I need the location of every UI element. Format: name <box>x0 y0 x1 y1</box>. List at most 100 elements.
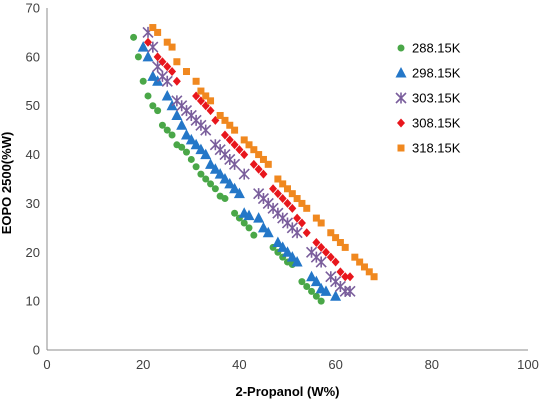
data-point <box>245 141 253 149</box>
legend-item: 288.15K <box>397 41 461 56</box>
data-point <box>134 53 142 61</box>
legend-label: 298.15K <box>412 66 461 81</box>
data-point <box>144 37 153 47</box>
data-point <box>306 270 318 282</box>
data-point <box>341 272 350 282</box>
data-point <box>220 130 229 140</box>
data-point <box>192 77 200 85</box>
data-point <box>163 126 171 134</box>
data-point <box>250 231 258 239</box>
data-point <box>288 203 297 213</box>
data-point <box>137 41 149 52</box>
data-point <box>283 198 292 208</box>
legend-marker <box>395 92 407 104</box>
data-point <box>200 148 212 160</box>
data-point <box>168 43 176 51</box>
data-point <box>238 168 250 180</box>
data-point <box>297 218 306 228</box>
data-point <box>149 102 157 110</box>
data-point <box>163 38 171 46</box>
data-point <box>317 297 325 305</box>
data-point <box>336 267 345 277</box>
data-point <box>272 236 284 248</box>
data-point <box>158 121 166 129</box>
data-point <box>282 246 293 257</box>
data-point <box>221 195 229 203</box>
y-tick-label: 60 <box>26 49 40 64</box>
y-axis-title: EOPO 2500(%W) <box>0 132 14 235</box>
data-point <box>207 180 215 188</box>
data-point <box>214 168 226 179</box>
data-point <box>171 109 183 120</box>
data-point <box>243 209 255 221</box>
data-point <box>339 285 351 297</box>
series-3 <box>144 37 355 282</box>
data-point <box>264 160 272 168</box>
data-point <box>317 219 325 227</box>
data-point <box>197 87 205 95</box>
data-point <box>192 163 200 171</box>
series-0 <box>130 33 325 305</box>
legend-marker <box>397 118 405 128</box>
data-point <box>219 173 231 184</box>
data-point <box>168 67 177 77</box>
data-point <box>257 221 269 233</box>
data-point <box>190 138 202 150</box>
data-point <box>149 24 157 32</box>
data-point <box>233 187 245 199</box>
data-point <box>176 119 188 130</box>
data-point <box>288 190 296 198</box>
legend-marker <box>395 67 407 78</box>
data-point <box>147 70 159 81</box>
data-point <box>182 68 190 76</box>
data-point <box>187 155 195 163</box>
data-point <box>351 253 359 261</box>
data-point <box>320 285 332 296</box>
data-point <box>245 224 253 232</box>
data-point <box>130 33 138 41</box>
data-point <box>255 151 263 159</box>
data-point <box>185 133 197 145</box>
y-tick-label: 30 <box>26 196 40 211</box>
data-point <box>346 272 355 282</box>
data-point <box>315 256 327 268</box>
x-tick-labels: 0 20 40 60 80 100 <box>43 357 538 372</box>
data-point <box>224 177 236 189</box>
data-point <box>235 145 244 155</box>
data-point <box>303 282 311 290</box>
data-point <box>312 292 320 300</box>
legend-item: 318.15K <box>397 141 461 156</box>
data-point <box>209 163 221 174</box>
legend-item: 308.15K <box>397 116 461 131</box>
data-point <box>161 89 173 101</box>
data-point <box>182 148 190 156</box>
data-point <box>291 227 303 239</box>
x-axis-title: 2-Propanol (W%) <box>236 384 340 399</box>
data-point <box>240 136 248 144</box>
data-point <box>303 204 311 212</box>
data-point <box>293 213 302 223</box>
data-point <box>225 135 234 145</box>
data-point <box>202 175 210 183</box>
data-point <box>216 111 224 119</box>
data-point <box>330 290 342 301</box>
data-point <box>308 287 316 295</box>
series-4 <box>149 24 378 281</box>
data-point <box>173 58 181 66</box>
data-point <box>298 199 306 207</box>
data-point <box>158 57 167 67</box>
data-point <box>139 77 147 85</box>
legend-label: 318.15K <box>412 141 461 156</box>
data-point <box>277 241 289 252</box>
data-point <box>293 195 301 203</box>
data-point <box>331 257 340 267</box>
y-tick-label: 70 <box>26 1 40 16</box>
data-point <box>180 129 192 140</box>
data-point <box>178 143 186 151</box>
data-point <box>279 180 287 188</box>
data-point <box>327 229 335 237</box>
data-point <box>259 169 268 179</box>
data-point <box>226 121 234 129</box>
data-point <box>229 158 241 170</box>
legend-item: 298.15K <box>395 66 461 81</box>
